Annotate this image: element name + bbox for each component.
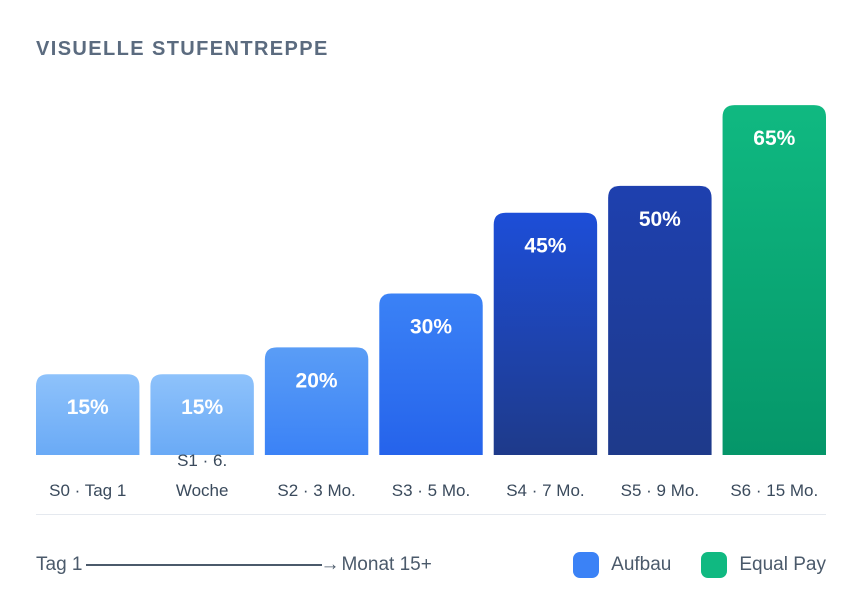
bar-value-label-1: 15% [181,396,223,419]
x-tick-label-3: S3 · 5 Mo. [392,481,470,500]
x-tick-label-4: S4 · 7 Mo. [506,481,584,500]
timeline-arrow-line [86,564,323,566]
x-tick-label-6: S6 · 15 Mo. [730,481,818,500]
bar-value-label-6: 65% [753,127,795,150]
divider [36,514,826,515]
x-tick-label-0: S0 · Tag 1 [49,481,126,500]
legend-swatch-aufbau [573,552,600,578]
bar-3 [379,293,483,455]
bar-value-label-3: 30% [410,315,452,338]
legend-label-equal-pay: Equal Pay [739,554,826,575]
legend-item-equal-pay: Equal Pay [701,552,826,578]
bar-1 [150,374,254,455]
legend-item-aufbau: Aufbau [573,552,671,578]
legend: Aufbau Equal Pay [573,552,826,578]
bar-5 [608,185,712,456]
bar-value-label-2: 20% [296,369,338,392]
bar-value-label-4: 45% [524,235,566,258]
x-tick-label-1: S1 · 6. Woche [176,451,229,500]
bar-chart: 15% 15% 20% 30% 45% 50% 65% S0 · Tag 1 S1 · 6. W… [36,105,826,500]
bar-value-label-0: 15% [67,396,109,419]
bar-2 [264,347,369,455]
arrow-right-icon: → [320,554,340,575]
legend-label-aufbau: Aufbau [611,554,672,575]
x-tick-label-5: S5 · 9 Mo. [621,481,699,500]
timeline-start: Tag 1 [36,554,83,575]
legend-swatch-equal-pay [701,552,728,578]
x-tick-label-2: S2 · 3 Mo. [277,481,355,500]
timeline-end: Monat 15+ [341,554,432,575]
bar-6 [722,105,826,456]
bar-4 [493,212,598,455]
timeline: Tag 1 → Monat 15+ [36,554,432,576]
bar-0 [36,374,140,455]
bar-value-label-5: 50% [639,208,681,231]
chart-title: VISUELLE STUFENTREPPE [36,38,329,60]
